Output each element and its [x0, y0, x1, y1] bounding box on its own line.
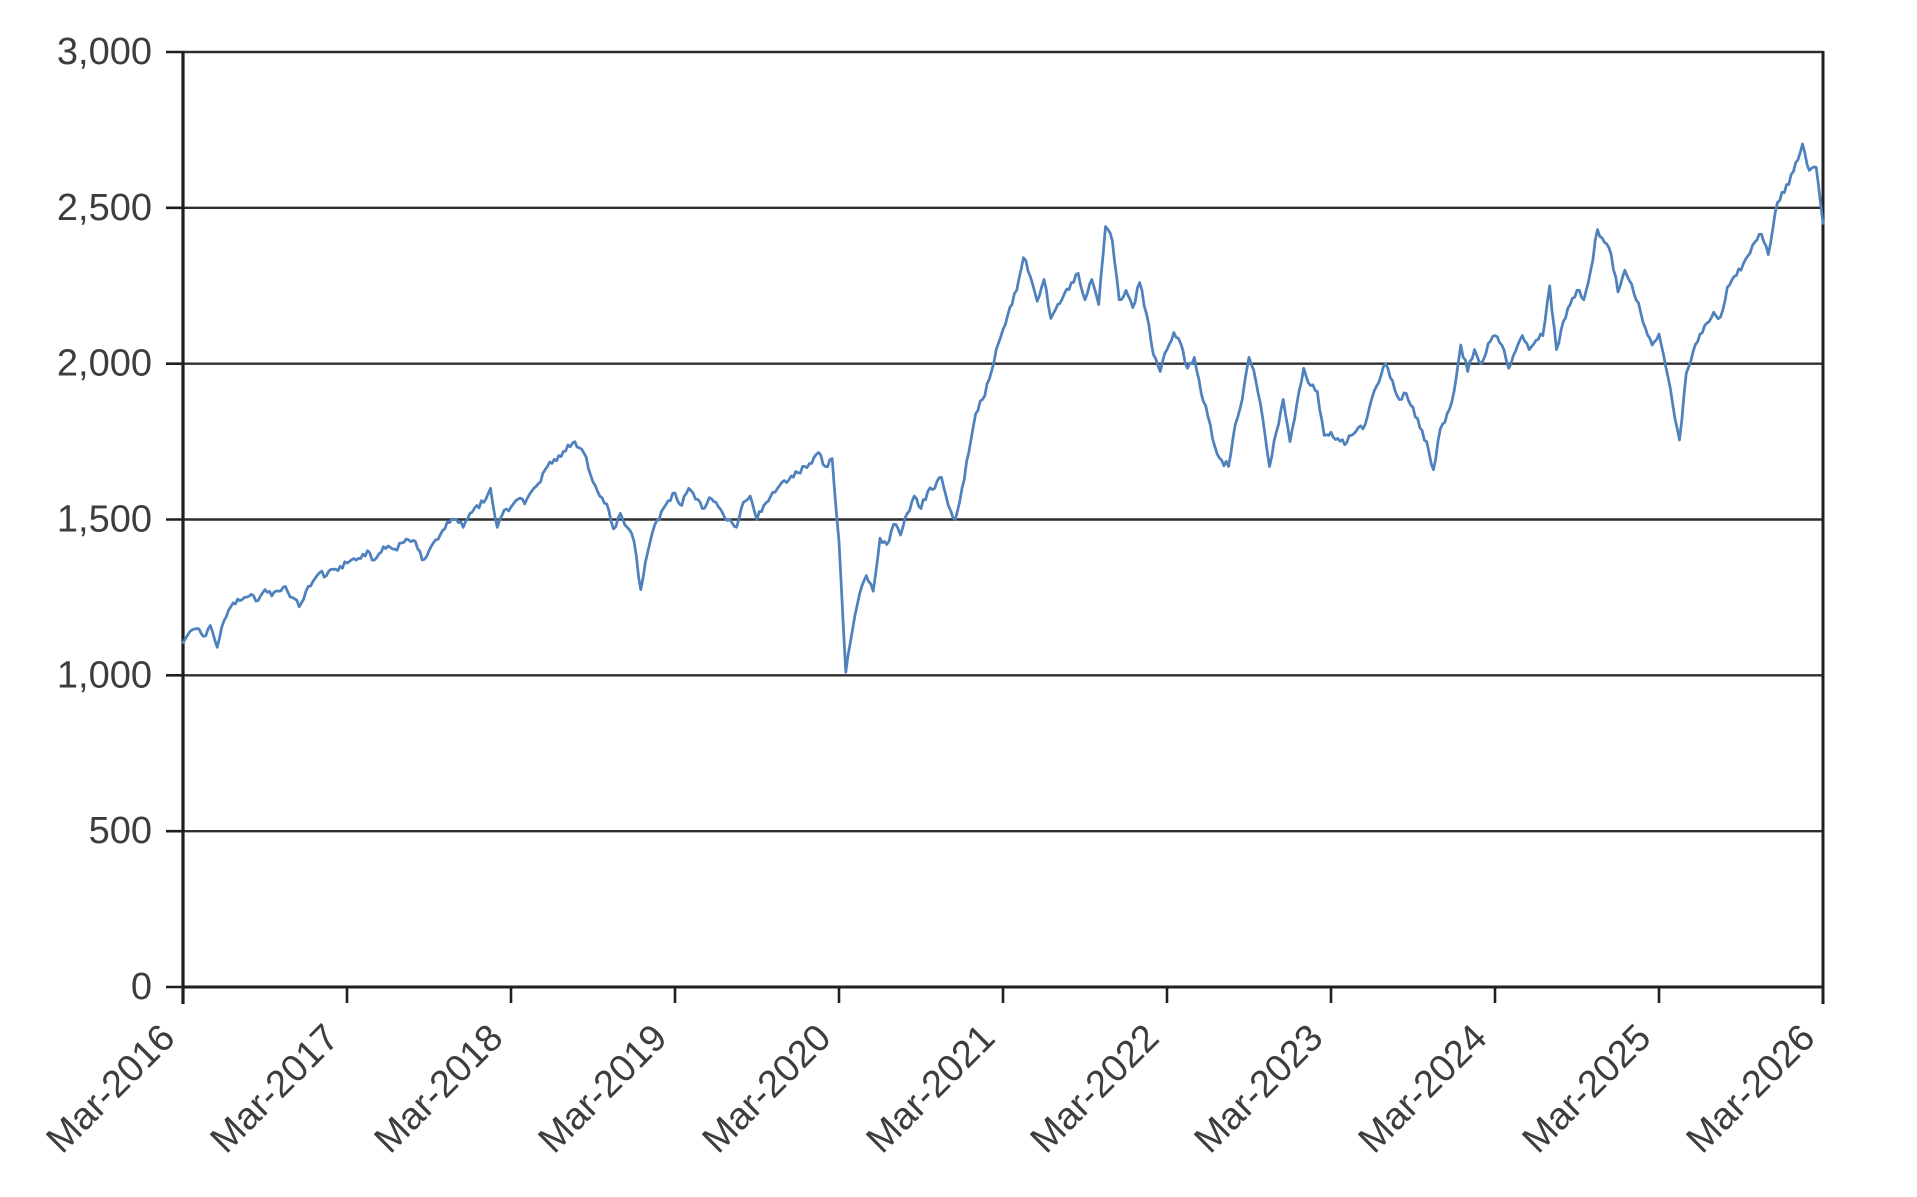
y-axis-label: 500 — [89, 810, 152, 852]
y-axis-label: 2,000 — [57, 343, 152, 385]
x-axis-label: Mar-2026 — [1679, 1017, 1824, 1162]
tick-marks — [166, 50, 1825, 1003]
axes — [181, 51, 1825, 1004]
x-axis-label: Mar-2019 — [531, 1017, 676, 1162]
y-axis-label: 3,000 — [57, 31, 152, 73]
data-series — [181, 142, 1825, 674]
x-axis-label: Mar-2022 — [1023, 1017, 1168, 1162]
gridlines — [183, 50, 1823, 833]
x-axis-label: Mar-2023 — [1187, 1017, 1332, 1162]
y-axis-label: 1,000 — [57, 654, 152, 696]
x-axis-label: Mar-2020 — [695, 1017, 840, 1162]
x-axis-label: Mar-2017 — [203, 1017, 348, 1162]
x-axis-label: Mar-2018 — [367, 1017, 512, 1162]
y-axis-label: 0 — [131, 966, 152, 1008]
y-axis-labels: 0 500 1,000 1,500 2,000 2,500 3,000 — [57, 31, 152, 1008]
x-axis-label: Mar-2016 — [39, 1017, 184, 1162]
y-axis-label: 2,500 — [57, 187, 152, 229]
x-axis-label: Mar-2021 — [859, 1017, 1004, 1162]
x-axis-label: Mar-2024 — [1351, 1017, 1496, 1162]
y-axis-label: 1,500 — [57, 499, 152, 541]
x-axis-label: Mar-2025 — [1515, 1017, 1660, 1162]
series-line — [181, 142, 1825, 674]
x-axis-labels: Mar-2016 Mar-2017 Mar-2018 Mar-2019 Mar-2020… — [39, 1017, 1824, 1162]
